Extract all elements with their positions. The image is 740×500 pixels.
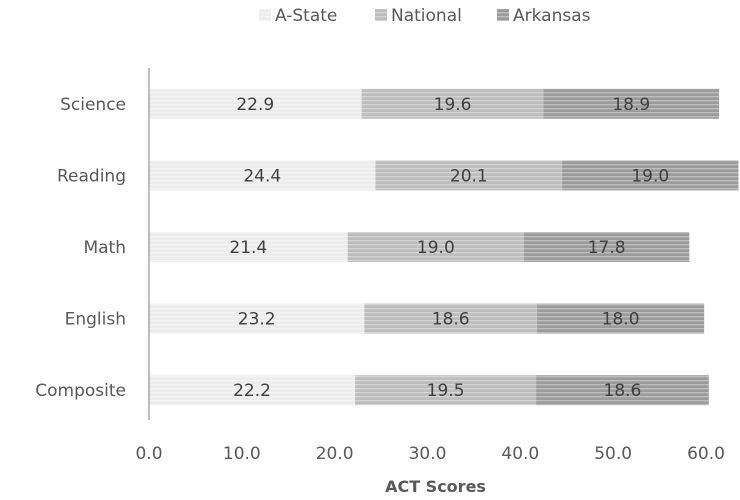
data-label-math-national: 19.0 (417, 238, 455, 258)
bars: 22.2 19.5 18.6 23.2 18.6 18.0 21.4 19.0 17.8 24.4… (149, 88, 739, 406)
bar-texture-science-national (361, 88, 544, 119)
legend-swatch-texture-arkansas (497, 9, 509, 21)
data-label-math-arkansas: 17.8 (588, 238, 626, 258)
bar-texture-composite-arkansas (536, 375, 709, 406)
x-tick-label: 40.0 (501, 444, 539, 464)
legend-swatch-texture-national (375, 9, 387, 21)
legend-label-a-state: A-State (275, 6, 337, 26)
x-axis-tick-labels: 0.0 10.0 20.0 30.0 40.0 50.0 60.0 (135, 444, 724, 464)
data-label-reading-arkansas: 19.0 (631, 166, 669, 186)
bar-texture-science-a-state (149, 88, 362, 119)
data-label-composite-arkansas: 18.6 (604, 381, 642, 401)
bar-texture-math-arkansas (524, 232, 690, 262)
data-label-composite-a-state: 22.2 (233, 381, 271, 401)
data-label-science-a-state: 22.9 (236, 95, 274, 115)
data-label-english-a-state: 23.2 (238, 310, 276, 330)
x-tick-label: 50.0 (594, 444, 632, 464)
bar-texture-composite-a-state (149, 375, 356, 406)
data-label-reading-a-state: 24.4 (243, 166, 281, 186)
category-label-math: Math (83, 238, 126, 258)
bar-texture-math-a-state (149, 232, 348, 262)
x-tick-label: 0.0 (135, 444, 162, 464)
category-label-science: Science (60, 95, 126, 115)
x-tick-label: 30.0 (409, 444, 447, 464)
data-label-reading-national: 20.1 (450, 166, 488, 186)
bar-texture-english-arkansas (537, 303, 705, 334)
bar-texture-reading-a-state (149, 160, 376, 191)
bar-texture-reading-arkansas (562, 160, 739, 191)
legend-label-national: National (391, 6, 462, 26)
bar-texture-english-national (364, 303, 538, 334)
bar-texture-reading-national (375, 160, 563, 191)
data-label-science-arkansas: 18.9 (612, 95, 650, 115)
data-label-english-national: 18.6 (432, 310, 470, 330)
x-axis-title: ACT Scores (385, 477, 486, 496)
data-label-math-a-state: 21.4 (229, 238, 267, 258)
x-tick-label: 10.0 (223, 444, 261, 464)
category-label-composite: Composite (35, 381, 126, 401)
bar-texture-composite-national (355, 375, 537, 406)
category-label-reading: Reading (57, 166, 126, 186)
x-tick-label: 20.0 (316, 444, 354, 464)
x-tick-label: 60.0 (687, 444, 725, 464)
bar-texture-english-a-state (149, 303, 365, 334)
legend-swatch-texture-a-state (259, 9, 271, 21)
bar-texture-science-arkansas (543, 88, 719, 119)
category-label-english: English (65, 310, 126, 330)
data-label-science-national: 19.6 (434, 95, 472, 115)
bar-texture-math-national (347, 232, 525, 262)
legend-label-arkansas: Arkansas (513, 6, 591, 26)
category-labels: Composite English Math Reading Science (35, 95, 126, 401)
legend: A-State National Arkansas (259, 6, 591, 26)
data-label-english-arkansas: 18.0 (602, 310, 640, 330)
data-label-composite-national: 19.5 (427, 381, 465, 401)
